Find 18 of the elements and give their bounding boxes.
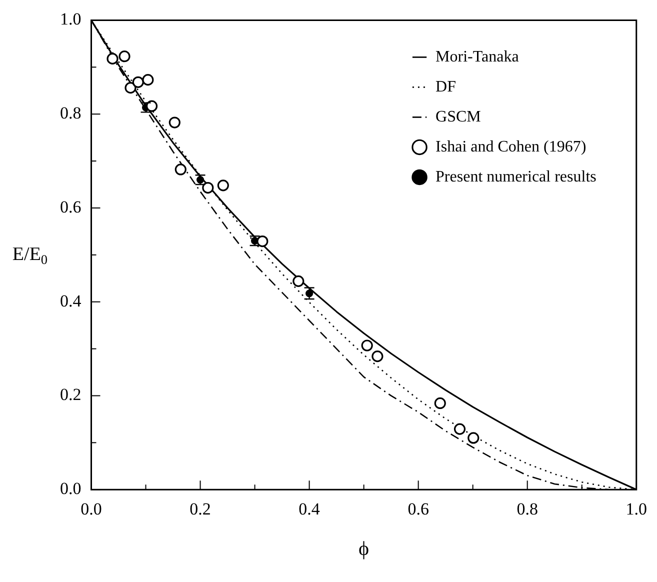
legend-label: Present numerical results (436, 168, 596, 186)
legend-label: Ishai and Cohen (1967) (436, 138, 586, 156)
y-tick-label: 0.6 (60, 197, 82, 216)
x-tick-label: 0.8 (516, 499, 538, 518)
x-tick-label: 0.6 (408, 499, 429, 518)
legend-label: DF (436, 78, 456, 96)
y-tick-label: 0.8 (60, 104, 82, 123)
y-tick-label: 0.2 (60, 385, 82, 404)
y-tick-label: 1.0 (60, 10, 82, 29)
x-tick-label: 0.0 (80, 499, 102, 518)
legend-label: Mori-Tanaka (436, 48, 519, 66)
y-tick-label: 0.4 (60, 291, 82, 310)
x-tick-label: 1.0 (626, 499, 647, 518)
legend-label: GSCM (436, 108, 481, 126)
y-tick-label: 0.0 (60, 479, 82, 498)
x-tick-label: 0.2 (190, 499, 211, 518)
x-axis-title: ϕ (358, 538, 370, 560)
x-tick-label: 0.4 (298, 499, 320, 518)
